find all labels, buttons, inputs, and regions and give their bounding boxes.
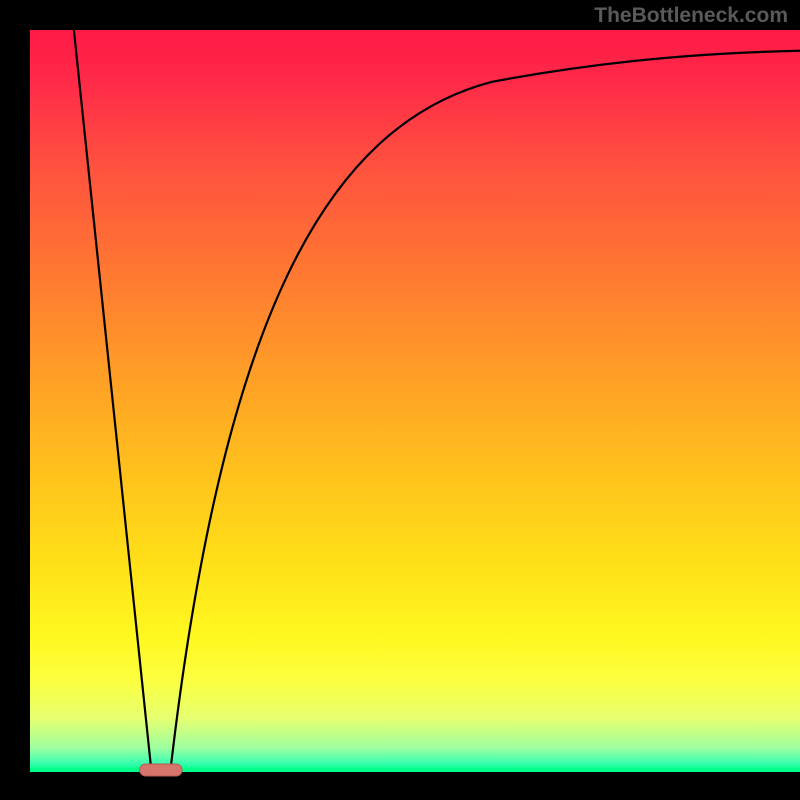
optimal-marker: [140, 764, 182, 776]
chart-container: TheBottleneck.com: [0, 0, 800, 800]
bottleneck-chart: [0, 0, 800, 800]
plot-area-gradient: [30, 30, 800, 770]
